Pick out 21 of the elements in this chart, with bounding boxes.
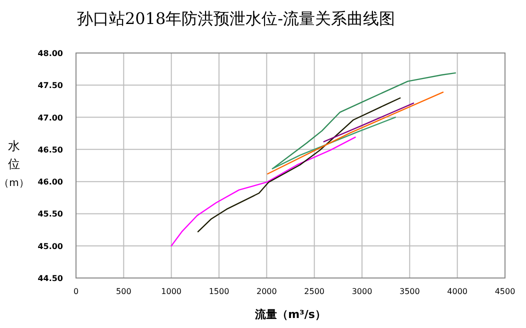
y-tick-label: 47.50 <box>38 81 64 90</box>
x-axis-title: 流量（m³/s） <box>254 308 326 321</box>
y-tick-label: 48.00 <box>38 49 64 58</box>
x-tick-label: 2000 <box>256 287 277 296</box>
x-tick-label: 4500 <box>494 287 516 296</box>
y-tick-label: 47.00 <box>38 113 64 122</box>
chart-title: 孙口站2018年防洪预泄水位-流量关系曲线图 <box>76 9 396 28</box>
x-tick-label: 3000 <box>352 287 372 296</box>
x-tick-label: 2500 <box>304 287 325 296</box>
y-axis-title: 水位（m） <box>0 139 29 189</box>
x-tick-label: 500 <box>116 287 132 296</box>
x-tick-label: 1000 <box>161 287 182 296</box>
x-tick-label: 1500 <box>208 287 230 296</box>
y-tick-label: 46.50 <box>38 145 64 154</box>
y-tick-label: 44.50 <box>38 274 64 283</box>
x-tick-label: 0 <box>73 287 79 296</box>
x-tick-label: 4000 <box>447 287 468 296</box>
y-tick-label: 45.50 <box>38 210 64 219</box>
y-tick-label: 46.00 <box>38 178 64 187</box>
y-tick-label: 45.00 <box>38 242 64 251</box>
x-tick-label: 3500 <box>399 287 420 296</box>
